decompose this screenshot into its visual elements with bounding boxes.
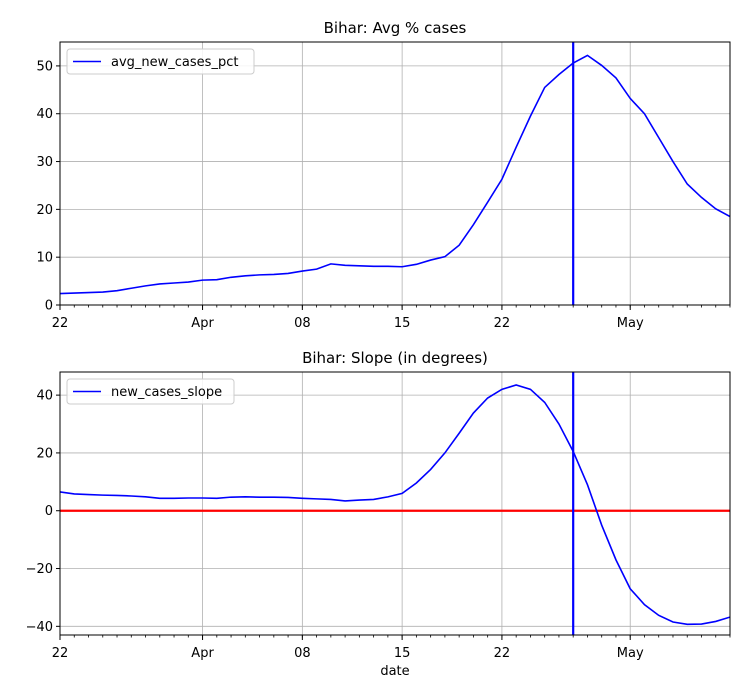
axes-frame [59, 41, 731, 306]
x-tick-label: 15 [394, 646, 411, 661]
y-tick-label: 30 [36, 155, 53, 170]
legend: new_cases_slope [66, 378, 235, 405]
x-tick-label: Apr [191, 316, 214, 331]
legend-box [66, 378, 235, 405]
y-tick-label: 0 [45, 299, 53, 314]
legend-box [66, 48, 255, 75]
x-tick-label: 22 [494, 316, 511, 331]
y-tick-label: −20 [26, 562, 53, 577]
y-tick-label: 50 [36, 59, 53, 74]
x-tick-label: May [617, 316, 644, 331]
x-tick-label: May [617, 646, 644, 661]
x-tick-label: 22 [52, 316, 69, 331]
y-tick-label: 20 [36, 203, 53, 218]
axes-frame [59, 371, 731, 636]
y-tick-label: 40 [36, 107, 53, 122]
y-tick-label: 0 [45, 504, 53, 519]
y-tick-label: 20 [36, 446, 53, 461]
y-tick-label: 10 [36, 251, 53, 266]
chart-title: Bihar: Avg % cases [324, 19, 467, 37]
series-line-new_cases_slope [60, 384, 730, 626]
y-tick-label: 40 [36, 389, 53, 404]
legend-label: avg_new_cases_pct [111, 55, 238, 70]
chart-panel-2: −40 −20 0 20 40 22 Apr 08 15 22 May Bihar: Slope (i… [26, 349, 731, 679]
chart-panel-1: 0 10 20 30 40 50 22 Apr 08 15 22 May Bihar: Avg % ca… [36, 19, 731, 331]
x-tick-label: 22 [494, 646, 511, 661]
x-tick-label: 08 [294, 646, 311, 661]
x-tick-label: 22 [52, 646, 69, 661]
chart-title: Bihar: Slope (in degrees) [302, 349, 488, 367]
x-tick-label: 15 [394, 316, 411, 331]
y-tick-label: −40 [26, 620, 53, 635]
legend-label: new_cases_slope [111, 385, 222, 400]
legend: avg_new_cases_pct [66, 48, 255, 75]
series-line-avg_new_cases_pct [60, 54, 730, 295]
x-tick-label: 08 [294, 316, 311, 331]
x-tick-label: Apr [191, 646, 214, 661]
x-axis-label: date [380, 664, 409, 679]
